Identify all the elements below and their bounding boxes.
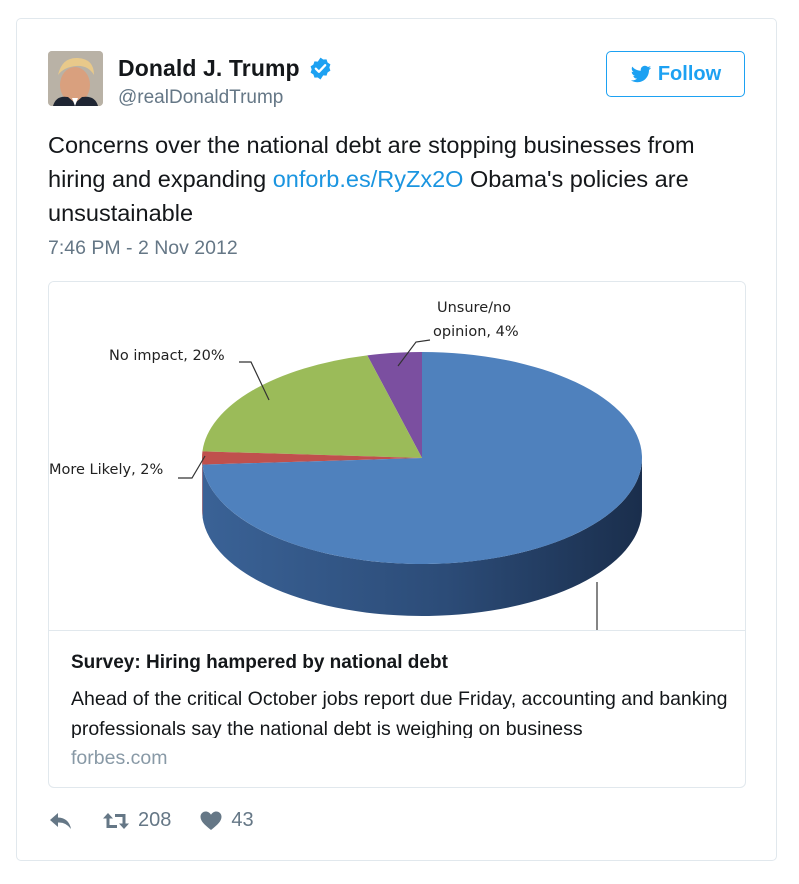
pie-side-3 [202, 458, 642, 616]
twitter-bird-icon [630, 65, 651, 83]
tweet-text: Concerns over the national debt are stop… [48, 128, 748, 230]
pie-leader-line-1 [239, 361, 270, 401]
pie-leader-line-0 [397, 339, 431, 367]
like-count: 43 [231, 809, 254, 831]
card-domain: forbes.com [71, 747, 168, 769]
pie-label-0: Unsure/no opinion, 4% [433, 300, 519, 340]
card-image: Unsure/no opinion, 4% No impact, 20% More L… [49, 282, 745, 631]
pie-label-1: No impact, 20% [109, 348, 225, 364]
avatar[interactable] [48, 51, 103, 106]
user-name[interactable]: Donald J. Trump [118, 55, 300, 81]
verified-icon [308, 56, 333, 81]
retweet-count: 208 [138, 809, 172, 831]
tweet-timestamp[interactable]: 7:46 PM - 2 Nov 2012 [48, 237, 238, 259]
pie-slice-2 [201, 451, 422, 465]
pie-slice-0 [367, 352, 422, 458]
link-card[interactable]: Unsure/no opinion, 4% No impact, 20% More L… [48, 281, 746, 788]
tweet-link[interactable]: onforb.es/RyZx2O [272, 166, 464, 192]
pie-slices [201, 352, 643, 564]
tweet-actions: 208 43 [48, 809, 254, 832]
pie-slice-1 [202, 355, 422, 458]
pie-side [202, 458, 642, 616]
card-title[interactable]: Survey: Hiring hampered by national debt [71, 652, 448, 673]
avatar-image [48, 51, 103, 106]
pie-slice-3 [202, 352, 643, 564]
retweet-icon [103, 812, 129, 829]
tweet-text-before: Concerns over the national debt are stop… [48, 132, 695, 192]
pie-label-2: More Likely, 2% [49, 462, 163, 478]
follow-label: Follow [657, 62, 722, 85]
pie-leader-line-2 [178, 455, 206, 479]
reply-button[interactable] [48, 810, 74, 832]
heart-icon [200, 811, 222, 830]
retweet-button[interactable]: 208 [102, 809, 171, 832]
user-name-row: Donald J. Trump [118, 55, 333, 82]
like-button[interactable]: 43 [199, 809, 254, 832]
card-description: Ahead of the critical October jobs repor… [71, 688, 728, 738]
pie-chart: Unsure/no opinion, 4% No impact, 20% More L… [49, 300, 643, 630]
tweet-text-after: Obama's policies are unsustainable [48, 166, 689, 226]
user-handle[interactable]: @realDonaldTrump [118, 87, 284, 108]
follow-button[interactable]: Follow [606, 51, 745, 97]
pie-labels: Unsure/no opinion, 4% No impact, 20% More L… [49, 300, 598, 630]
tweet-card: Donald J. Trump @realDonaldTrump Follow … [16, 18, 777, 861]
reply-icon [50, 812, 71, 829]
